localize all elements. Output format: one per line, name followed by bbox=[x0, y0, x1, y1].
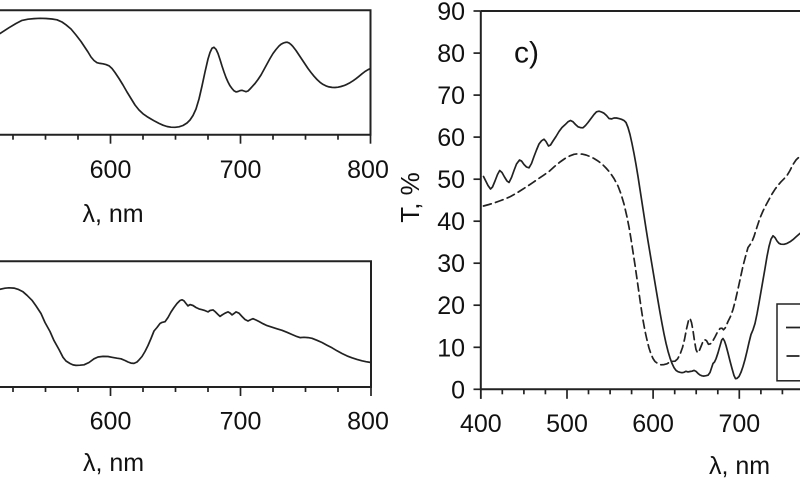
svg-text:10: 10 bbox=[437, 334, 465, 362]
svg-text:800: 800 bbox=[347, 156, 389, 184]
svg-text:λ, nm: λ, nm bbox=[82, 200, 143, 228]
svg-text:400: 400 bbox=[460, 410, 502, 438]
svg-text:600: 600 bbox=[90, 156, 132, 184]
svg-text:80: 80 bbox=[437, 40, 465, 68]
svg-text:60: 60 bbox=[437, 124, 465, 152]
svg-text:30: 30 bbox=[437, 250, 465, 278]
svg-text:c): c) bbox=[514, 37, 539, 70]
svg-text:λ, nm: λ, nm bbox=[709, 452, 770, 480]
svg-text:40: 40 bbox=[437, 208, 465, 236]
svg-text:600: 600 bbox=[90, 408, 132, 436]
svg-text:50: 50 bbox=[437, 166, 465, 194]
svg-text:λ, nm: λ, nm bbox=[83, 449, 144, 477]
svg-text:700: 700 bbox=[220, 408, 262, 436]
svg-text:20: 20 bbox=[437, 292, 465, 320]
svg-text:700: 700 bbox=[718, 410, 760, 438]
svg-text:800: 800 bbox=[347, 408, 389, 436]
svg-text:T, %: T, % bbox=[395, 172, 425, 223]
svg-text:70: 70 bbox=[437, 82, 465, 110]
svg-text:700: 700 bbox=[220, 156, 262, 184]
svg-text:90: 90 bbox=[437, 0, 465, 26]
svg-text:0: 0 bbox=[451, 376, 465, 404]
svg-text:600: 600 bbox=[632, 410, 674, 438]
svg-text:500: 500 bbox=[546, 410, 588, 438]
